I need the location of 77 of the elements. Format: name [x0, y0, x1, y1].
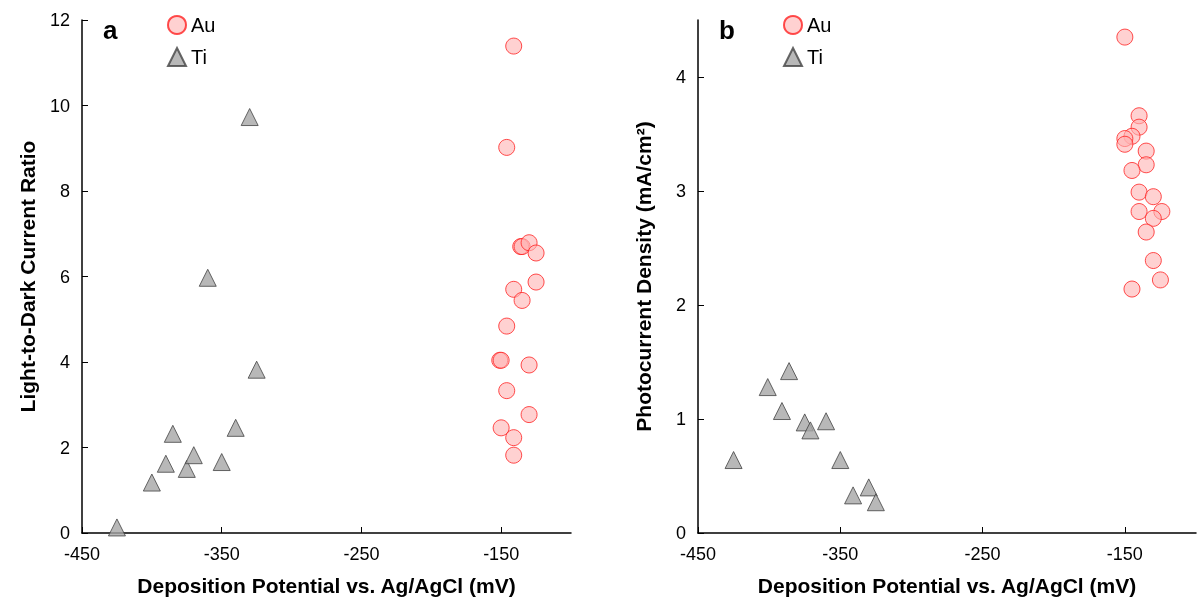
- point: [226, 418, 245, 437]
- x-tick-label: -250: [343, 544, 380, 564]
- legend-label: Au: [191, 14, 216, 36]
- x-tick-label: -450: [63, 544, 101, 564]
- point: [1116, 28, 1134, 46]
- point: [492, 419, 510, 437]
- y-tick-label: 10: [49, 95, 70, 116]
- y-tick-label: 0: [675, 523, 686, 543]
- y-tick-label: 12: [49, 10, 70, 30]
- point: [1123, 161, 1141, 179]
- point: [772, 402, 791, 421]
- point: [505, 446, 523, 464]
- chart-title: b: [719, 15, 735, 45]
- point: [1130, 203, 1148, 221]
- point: [142, 473, 161, 492]
- y-tick-label: 1: [675, 409, 686, 429]
- point: [758, 378, 777, 397]
- point: [520, 406, 538, 424]
- point: [724, 451, 743, 470]
- y-tick-label: 2: [675, 295, 686, 315]
- x-tick-label: -150: [1106, 544, 1143, 564]
- point: [498, 138, 516, 156]
- point: [801, 421, 820, 440]
- x-tick-label: -350: [822, 544, 859, 564]
- point: [527, 244, 545, 262]
- y-tick-label: 2: [59, 437, 70, 458]
- point: [1137, 142, 1155, 160]
- y-tick-label: 0: [59, 523, 70, 543]
- y-tick-label: 4: [675, 67, 686, 87]
- legend-label: Au: [807, 14, 832, 36]
- point: [505, 429, 523, 447]
- point: [505, 37, 523, 55]
- point: [780, 362, 799, 381]
- point: [1137, 156, 1155, 174]
- chart-title: a: [103, 15, 118, 45]
- x-tick-label: -450: [679, 544, 717, 564]
- point: [1144, 188, 1162, 206]
- point: [177, 459, 196, 478]
- point: [844, 486, 863, 505]
- legend-label: Ti: [807, 46, 823, 68]
- point: [513, 291, 531, 309]
- point: [212, 453, 231, 472]
- x-axis-title: Deposition Potential vs. Ag/AgCl (mV): [757, 574, 1137, 597]
- point: [505, 280, 523, 298]
- y-tick-label: 6: [59, 266, 70, 287]
- x-tick-label: -250: [964, 544, 1001, 564]
- point: [1130, 183, 1148, 201]
- x-tick-label: -350: [203, 544, 240, 564]
- x-tick-label: -150: [483, 544, 520, 564]
- point: [498, 382, 516, 400]
- point: [156, 454, 175, 473]
- point: [163, 424, 182, 443]
- point: [1144, 252, 1162, 270]
- x-axis-title: Deposition Potential vs. Ag/AgCl (mV): [137, 574, 516, 597]
- point: [1137, 223, 1155, 241]
- point: [1151, 271, 1169, 289]
- point: [527, 273, 545, 291]
- point: [1144, 209, 1162, 227]
- point: [198, 268, 217, 287]
- y-tick-label: 3: [675, 181, 686, 201]
- point: [520, 356, 538, 374]
- point: [866, 493, 885, 512]
- point: [498, 317, 516, 335]
- point: [831, 451, 850, 470]
- point: [184, 446, 203, 465]
- point: [240, 108, 259, 127]
- y-tick-label: 4: [59, 352, 70, 372]
- point: [107, 518, 126, 537]
- y-tick-label: 8: [59, 181, 70, 201]
- point: [859, 478, 878, 497]
- point: [247, 360, 266, 379]
- point: [1123, 280, 1141, 298]
- legend-label: Ti: [191, 46, 207, 68]
- point: [817, 412, 836, 431]
- y-axis-title: Light-to-Dark Current Ratio: [16, 140, 39, 413]
- y-axis-title: Photocurrent Density (mA/cm²): [632, 121, 655, 432]
- point: [1116, 135, 1134, 153]
